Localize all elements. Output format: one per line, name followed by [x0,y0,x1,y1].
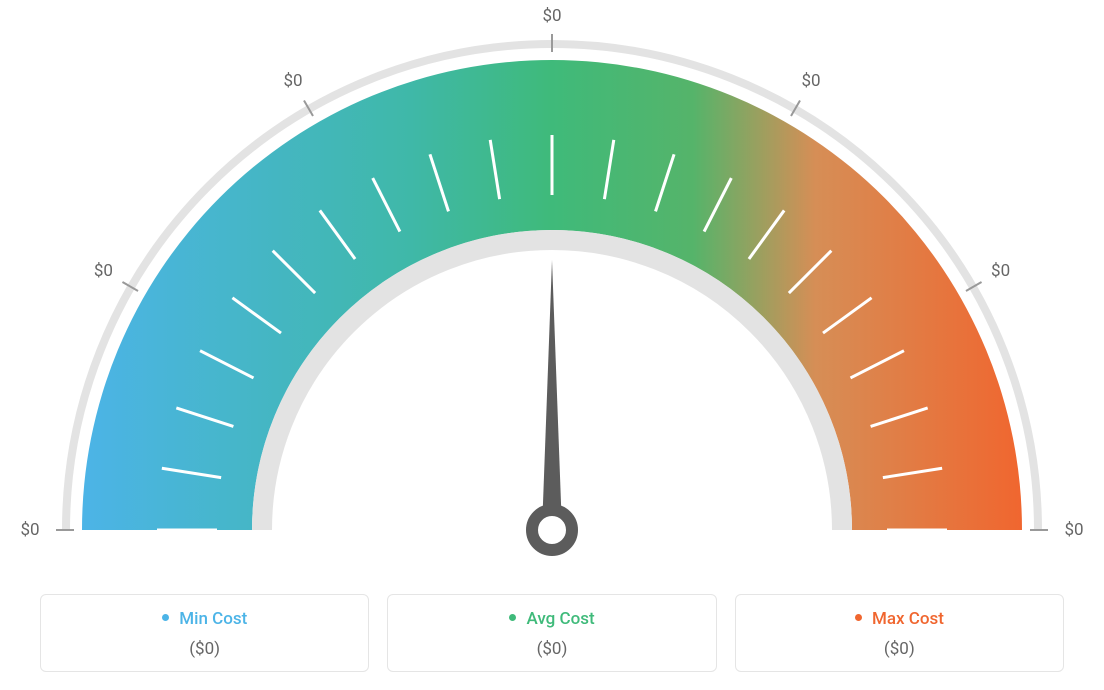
legend-row: Min Cost ($0) Avg Cost ($0) Max Cost ($0… [40,594,1064,672]
gauge-chart: $0 $0 $0 $0 $0 $0 $0 [0,0,1104,570]
legend-label-min: Min Cost [179,609,247,629]
gauge-tick-label: $0 [283,71,302,91]
gauge-tick-label: $0 [801,71,820,91]
legend-label-avg: Avg Cost [527,609,595,629]
legend-value-avg: ($0) [398,639,705,659]
legend-card-min: Min Cost ($0) [40,594,369,672]
cost-gauge-widget: $0 $0 $0 $0 $0 $0 $0 Min Cost ($0) Avg Cost ($… [0,0,1104,690]
legend-dot-avg [509,614,516,621]
legend-card-avg: Avg Cost ($0) [387,594,716,672]
gauge-tick-label: $0 [991,261,1010,281]
legend-card-max: Max Cost ($0) [735,594,1064,672]
gauge-svg [0,0,1104,570]
legend-value-min: ($0) [51,639,358,659]
gauge-tick-label: $0 [94,261,113,281]
legend-title-avg: Avg Cost [398,609,705,629]
legend-title-min: Min Cost [51,609,358,629]
legend-label-max: Max Cost [872,609,944,629]
legend-dot-min [162,614,169,621]
gauge-tick-label: $0 [1064,520,1083,540]
gauge-tick-label: $0 [20,520,39,540]
legend-title-max: Max Cost [746,609,1053,629]
legend-value-max: ($0) [746,639,1053,659]
gauge-tick-label: $0 [542,6,561,26]
legend-dot-max [855,614,862,621]
